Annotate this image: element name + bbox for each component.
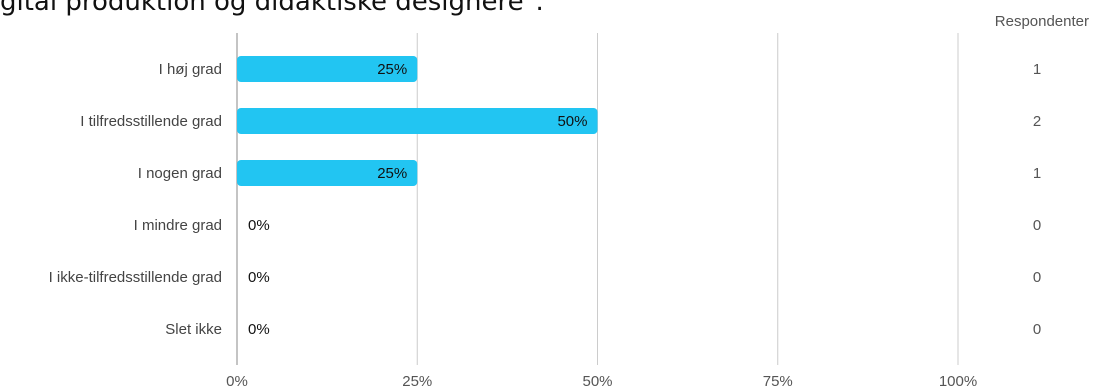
x-tick-label: 100% — [939, 373, 977, 390]
x-tick-label: 75% — [763, 373, 793, 390]
question-title: gital produktion og didaktiske designere… — [0, 0, 544, 17]
bar — [237, 56, 418, 82]
respondent-count: 0 — [1033, 269, 1041, 286]
respondents-header: Respondenter — [994, 13, 1089, 30]
bar-value-label: 50% — [557, 113, 587, 130]
x-tick-label: 0% — [226, 373, 248, 390]
category-label: I ikke-tilfredsstillende grad — [49, 269, 222, 286]
x-tick-label: 25% — [402, 373, 432, 390]
bar-value-label: 0% — [248, 217, 270, 234]
bar — [237, 160, 418, 186]
category-label: I nogen grad — [138, 165, 222, 182]
bar-value-label: 25% — [377, 165, 407, 182]
category-label: I høj grad — [159, 61, 222, 78]
category-label: I tilfredsstillende grad — [80, 113, 222, 130]
respondent-count: 1 — [1033, 165, 1041, 182]
category-label: Slet ikke — [165, 321, 222, 338]
respondent-count: 0 — [1033, 321, 1041, 338]
bar-value-label: 25% — [377, 61, 407, 78]
bar-value-label: 0% — [248, 269, 270, 286]
category-label: I mindre grad — [134, 217, 222, 234]
x-tick-label: 50% — [582, 373, 612, 390]
bar-value-label: 0% — [248, 321, 270, 338]
respondent-count: 0 — [1033, 217, 1041, 234]
respondent-count: 1 — [1033, 61, 1041, 78]
respondent-count: 2 — [1033, 113, 1041, 130]
bar — [237, 108, 598, 134]
